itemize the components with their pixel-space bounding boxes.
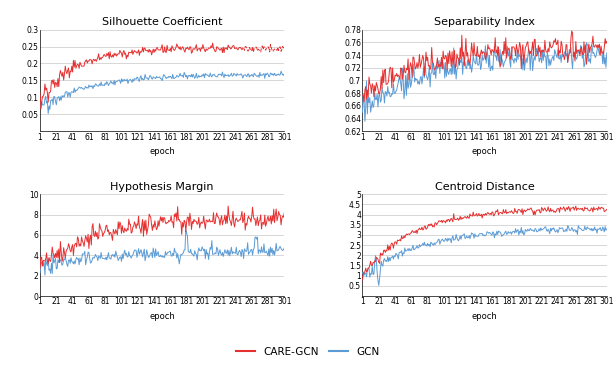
Legend: CARE-GCN, GCN: CARE-GCN, GCN	[232, 343, 384, 361]
Title: Hypothesis Margin: Hypothesis Margin	[110, 182, 214, 192]
X-axis label: epoch: epoch	[149, 312, 175, 321]
X-axis label: epoch: epoch	[472, 147, 498, 156]
X-axis label: epoch: epoch	[472, 312, 498, 321]
Title: Separability Index: Separability Index	[434, 17, 535, 27]
Title: Silhouette Coefficient: Silhouette Coefficient	[102, 17, 222, 27]
X-axis label: epoch: epoch	[149, 147, 175, 156]
Title: Centroid Distance: Centroid Distance	[435, 182, 535, 192]
